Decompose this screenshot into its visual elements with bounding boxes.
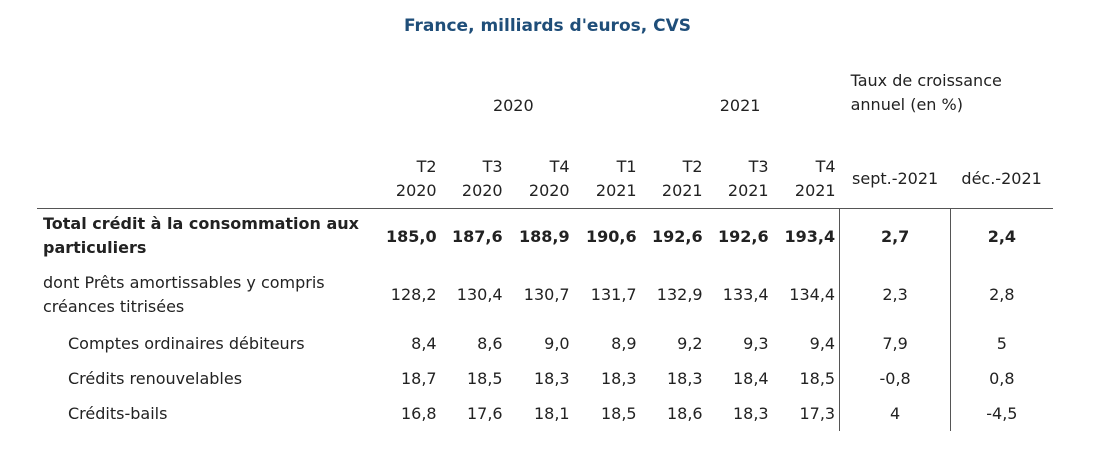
row-label: Comptes ordinaires débiteurs (68, 333, 305, 353)
quarter-header: T4 2020 (528, 157, 570, 200)
year-2020-header: 2020 (492, 95, 534, 115)
value-cell: 134,4 (789, 285, 836, 304)
value-cell: 18,5 (600, 404, 637, 423)
value-cell: 18,6 (666, 404, 703, 423)
rate-cell: 0,8 (950, 361, 1053, 396)
table-row: dont Prêts amortissables y compris créan… (37, 263, 1053, 326)
quarter-header: T2 2021 (661, 157, 703, 200)
rate-cell: 2,8 (950, 263, 1053, 326)
value-cell: 18,7 (400, 369, 437, 388)
value-cell: 132,9 (656, 285, 703, 304)
table-row: Total crédit à la consommation aux parti… (37, 208, 1053, 263)
rate-cell: 2,7 (839, 208, 951, 263)
year-2021-header: 2021 (719, 95, 761, 115)
value-cell: 187,6 (452, 226, 503, 246)
rate-cell: 5 (950, 326, 1053, 361)
rate-column-header: déc.-2021 (961, 169, 1042, 188)
value-cell: 185,0 (386, 226, 437, 246)
value-cell: 17,6 (466, 404, 503, 423)
value-cell: 128,2 (390, 285, 437, 304)
rate-column-header: sept.-2021 (852, 169, 939, 188)
row-label: Crédits-bails (68, 403, 168, 423)
value-cell: 188,9 (519, 226, 570, 246)
rate-cell: -0,8 (839, 361, 951, 396)
value-cell: 131,7 (590, 285, 637, 304)
consumer-credit-table: 2020 2021 Taux de croissance annuel (en … (37, 60, 1053, 431)
row-label: Total crédit à la consommation aux parti… (43, 214, 359, 257)
value-cell: 8,4 (411, 334, 437, 353)
value-cell: 18,3 (732, 404, 769, 423)
row-label: dont Prêts amortissables y compris créan… (43, 272, 325, 316)
value-cell: 18,4 (732, 369, 769, 388)
value-cell: 18,3 (533, 369, 570, 388)
rate-cell: -4,5 (950, 396, 1053, 431)
value-cell: 16,8 (400, 404, 437, 423)
value-cell: 130,4 (456, 285, 503, 304)
value-cell: 8,6 (477, 334, 503, 353)
value-cell: 18,5 (799, 369, 836, 388)
value-cell: 192,6 (718, 226, 769, 246)
value-cell: 18,5 (466, 369, 503, 388)
value-cell: 190,6 (586, 226, 637, 246)
value-cell: 133,4 (722, 285, 769, 304)
table-row: Crédits renouvelables 18,7 18,5 18,3 18,… (37, 361, 1053, 396)
value-cell: 9,0 (544, 334, 570, 353)
table-row: Crédits-bails 16,8 17,6 18,1 18,5 18,6 1… (37, 396, 1053, 431)
quarter-header: T1 2021 (595, 157, 637, 200)
value-cell: 18,1 (533, 404, 570, 423)
value-cell: 18,3 (666, 369, 703, 388)
value-cell: 18,3 (600, 369, 637, 388)
table-title: France, milliards d'euros, CVS (404, 16, 691, 36)
quarter-header-row: T2 2020 T3 2020 T4 2020 T1 2021 T2 2021 T3 202… (37, 150, 1053, 209)
rate-cell: 7,9 (839, 326, 951, 361)
value-cell: 130,7 (523, 285, 570, 304)
value-cell: 9,4 (809, 334, 836, 353)
growth-rate-header: Taux de croissance annuel (en %) (850, 71, 1002, 114)
table-row: Comptes ordinaires débiteurs 8,4 8,6 9,0… (37, 326, 1053, 361)
value-cell: 192,6 (652, 226, 703, 246)
rate-cell: 4 (839, 396, 951, 431)
quarter-header: T4 2021 (794, 157, 836, 200)
rate-cell: 2,3 (839, 263, 951, 326)
year-header-row: 2020 2021 Taux de croissance annuel (en … (37, 60, 1053, 150)
rate-cell: 2,4 (950, 208, 1053, 263)
quarter-header: T3 2021 (727, 157, 769, 200)
value-cell: 17,3 (799, 404, 836, 423)
value-cell: 9,2 (677, 334, 703, 353)
quarter-header: T3 2020 (461, 157, 503, 200)
value-cell: 193,4 (784, 226, 836, 246)
value-cell: 8,9 (611, 334, 637, 353)
value-cell: 9,3 (743, 334, 769, 353)
row-label: Crédits renouvelables (68, 368, 243, 388)
quarter-header: T2 2020 (395, 157, 437, 200)
